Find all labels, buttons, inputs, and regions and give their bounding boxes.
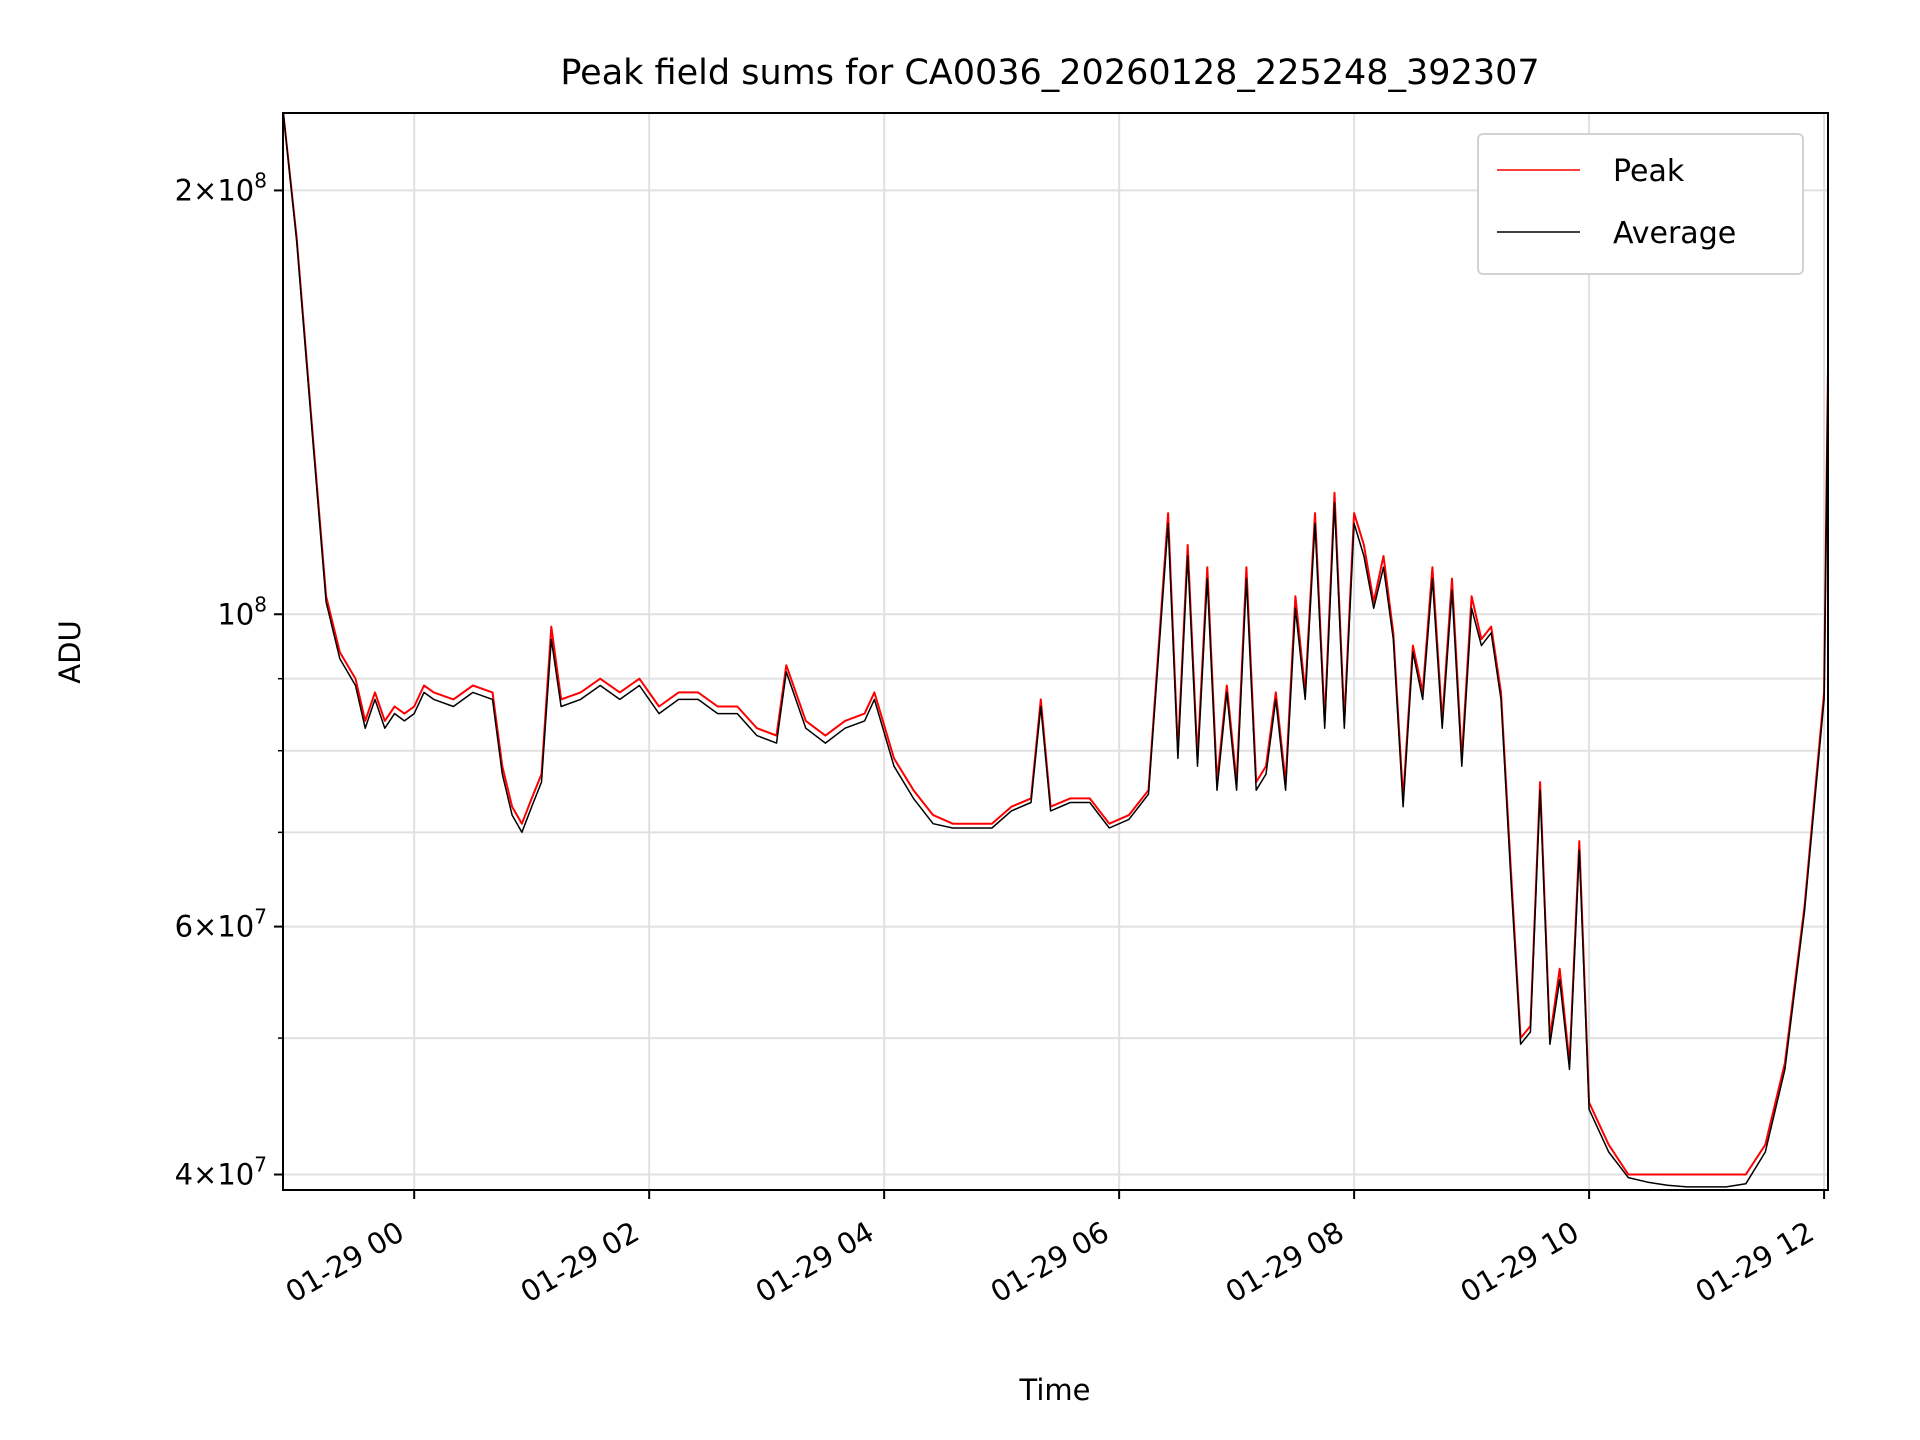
chart-title: Peak field sums for CA0036_20260128_2252… bbox=[560, 53, 1539, 93]
y-tick-label: 4×107 bbox=[175, 1153, 267, 1192]
y-tick-label: 6×107 bbox=[175, 905, 267, 944]
plot-frame bbox=[282, 112, 1829, 1191]
y-axis-label: ADU bbox=[53, 620, 87, 683]
grid bbox=[283, 113, 1828, 1190]
legend-peak-label: Peak bbox=[1613, 154, 1685, 189]
legend: Peak Average bbox=[1477, 133, 1804, 275]
legend-average-label: Average bbox=[1613, 216, 1736, 251]
x-axis-label: Time bbox=[1019, 1373, 1091, 1407]
plot-lines bbox=[283, 113, 1828, 1188]
y-tick-label: 2×108 bbox=[175, 168, 267, 207]
legend-box bbox=[1477, 133, 1804, 275]
series-line-average bbox=[283, 113, 1828, 1188]
